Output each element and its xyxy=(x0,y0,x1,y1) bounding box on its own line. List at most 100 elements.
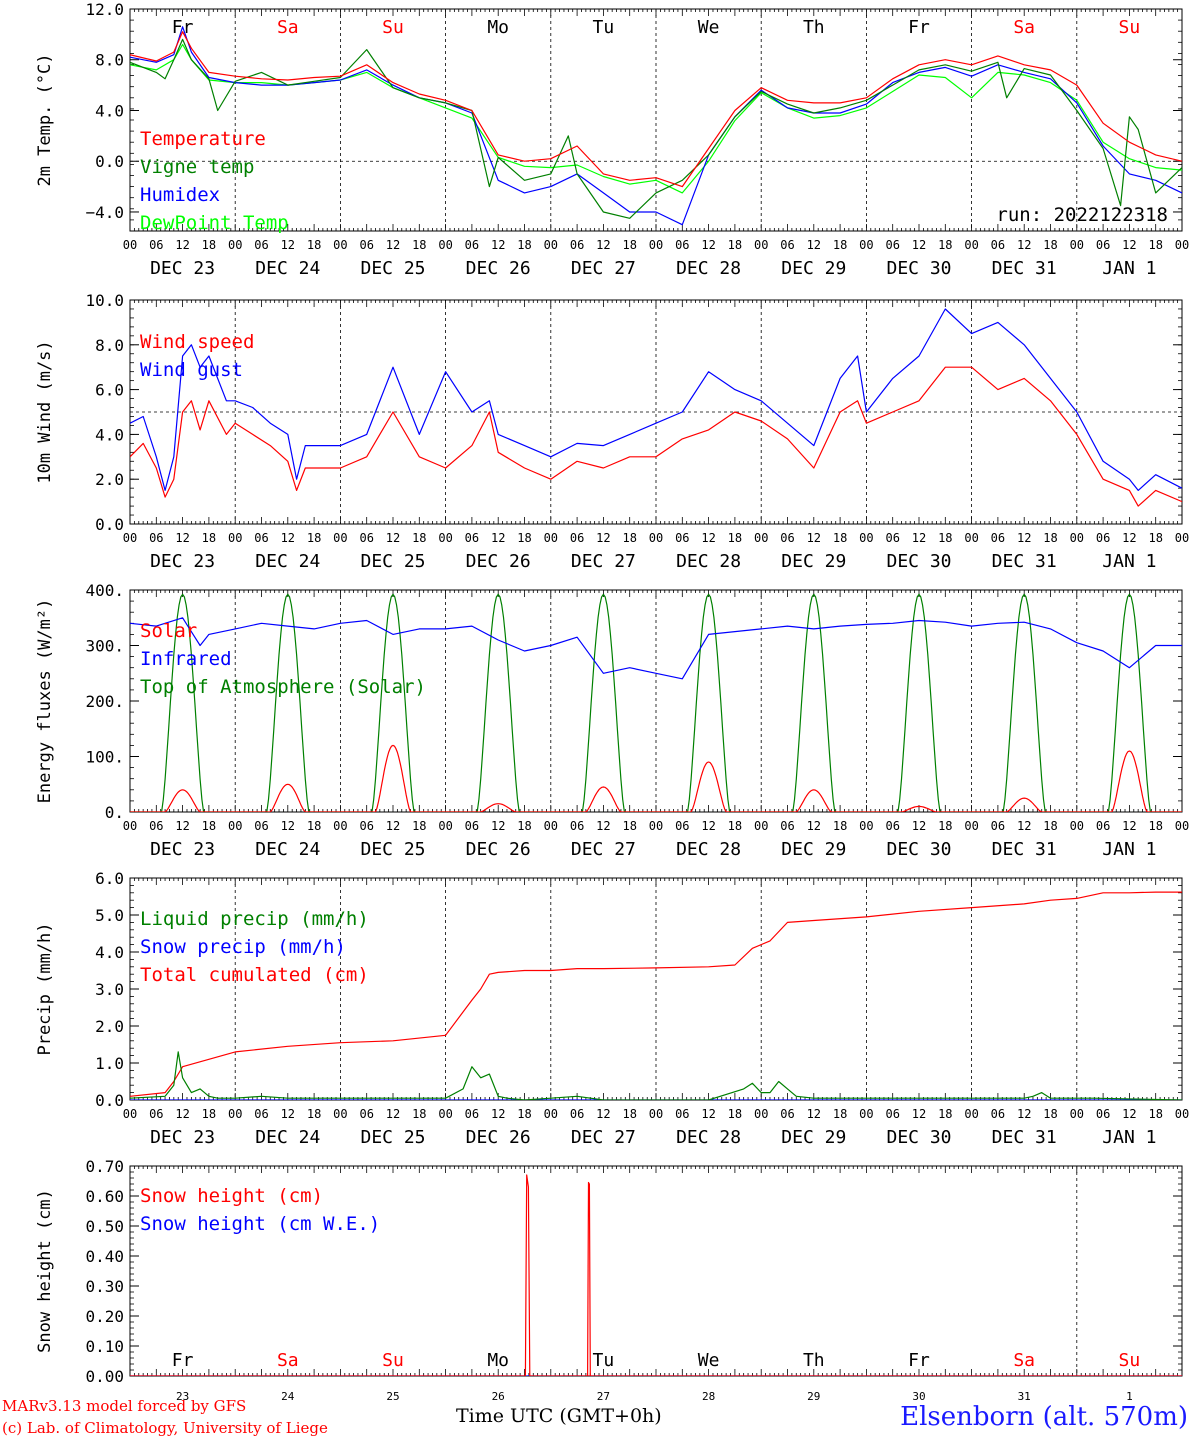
hour-tick-label: 12 xyxy=(807,531,821,545)
hour-tick-label: 18 xyxy=(938,238,952,252)
legend-entry: Snow height (cm) xyxy=(140,1185,323,1207)
hour-tick-label: 18 xyxy=(307,531,321,545)
y-tick-label: 4.0 xyxy=(95,943,124,962)
date-label: DEC 26 xyxy=(466,551,531,572)
weekday-label: Sa xyxy=(277,1350,299,1371)
hour-tick-label: 00 xyxy=(649,819,663,833)
hour-tick-label: 06 xyxy=(254,819,268,833)
hour-tick-label: 00 xyxy=(859,819,873,833)
hour-tick-label: 00 xyxy=(228,238,242,252)
hour-tick-label: 00 xyxy=(1175,819,1189,833)
hour-tick-label: 00 xyxy=(544,1107,558,1121)
hour-tick-label: 06 xyxy=(1096,531,1110,545)
hour-tick-label: 00 xyxy=(964,1107,978,1121)
panel-wind: 0.0 2.0 4.0 6.0 8.0 10.0 10m Wind (m/s) 00 06 12 1… xyxy=(35,291,1189,572)
hour-tick-label: 12 xyxy=(807,819,821,833)
hour-tick-label: 06 xyxy=(991,1107,1005,1121)
hour-tick-label: 18 xyxy=(833,531,847,545)
weekday-label: Fr xyxy=(908,1350,930,1371)
hour-tick-label: 12 xyxy=(1122,1107,1136,1121)
hour-tick-label: 06 xyxy=(570,1107,584,1121)
hour-tick-label: 12 xyxy=(491,819,505,833)
hour-tick-label: 06 xyxy=(780,819,794,833)
y-tick-label: 0.70 xyxy=(85,1157,124,1176)
hour-tick-label: 00 xyxy=(649,238,663,252)
date-label: DEC 23 xyxy=(150,551,215,572)
y-tick-label: 0.0 xyxy=(95,152,124,171)
panel-precip: 0.0 1.0 2.0 3.0 4.0 5.0 6.0 Precip (mm/h) 00 06 12… xyxy=(35,869,1189,1148)
y-axis-title: Energy fluxes (W/m²) xyxy=(35,599,55,804)
date-label: DEC 27 xyxy=(571,258,636,279)
series-solar xyxy=(656,761,762,812)
y-tick-label: 8.0 xyxy=(95,51,124,70)
hour-tick-label: 06 xyxy=(991,531,1005,545)
hour-tick-label: 06 xyxy=(570,531,584,545)
y-tick-label: 0.20 xyxy=(85,1307,124,1326)
hour-tick-label: 12 xyxy=(281,531,295,545)
hour-tick-label: 00 xyxy=(544,238,558,252)
hour-tick-label: 18 xyxy=(412,238,426,252)
series-solar xyxy=(340,744,446,812)
legend-entry: DewPoint Temp xyxy=(140,212,289,234)
hour-tick-label: 12 xyxy=(281,238,295,252)
y-tick-label: 300. xyxy=(85,637,124,656)
y-tick-label: 2.0 xyxy=(95,470,124,489)
hour-tick-label: 06 xyxy=(780,531,794,545)
hour-tick-label: 06 xyxy=(991,819,1005,833)
series-top-of-atmosphere-solar xyxy=(656,593,762,812)
hour-tick-label: 06 xyxy=(149,1107,163,1121)
hour-tick-label: 18 xyxy=(1148,238,1162,252)
hour-tick-label: 06 xyxy=(149,531,163,545)
hour-tick-label: 18 xyxy=(622,238,636,252)
date-label: DEC 24 xyxy=(255,551,320,572)
date-label: DEC 29 xyxy=(781,258,846,279)
legend-entry: Total cumulated (cm) xyxy=(140,964,369,986)
hour-tick-label: 12 xyxy=(912,819,926,833)
weekday-label: Su xyxy=(382,1350,404,1371)
series-top-of-atmosphere-solar xyxy=(550,593,656,812)
weekday-label: Su xyxy=(1119,1350,1141,1371)
date-label: DEC 27 xyxy=(571,1127,636,1148)
hour-tick-label: 18 xyxy=(517,531,531,545)
legend-entry: Vigne temp xyxy=(140,156,254,178)
y-tick-label: 10.0 xyxy=(85,291,124,310)
hour-tick-label: 06 xyxy=(465,238,479,252)
panel-snow: 0.00 0.10 0.20 0.30 0.40 0.50 0.60 0.70 Snow hei… xyxy=(35,1157,1183,1403)
date-label: DEC 24 xyxy=(255,839,320,860)
day-number-label: 30 xyxy=(912,1390,925,1403)
hour-tick-label: 06 xyxy=(780,1107,794,1121)
series-top-of-atmosphere-solar xyxy=(340,593,446,812)
hour-tick-label: 06 xyxy=(359,819,373,833)
date-label: JAN 1 xyxy=(1102,839,1156,860)
hour-tick-label: 18 xyxy=(202,1107,216,1121)
legend-entry: Wind gust xyxy=(140,359,243,381)
hour-tick-label: 12 xyxy=(175,238,189,252)
hour-tick-label: 18 xyxy=(622,531,636,545)
legend-entry: Liquid precip (mm/h) xyxy=(140,908,369,930)
hour-tick-label: 06 xyxy=(675,531,689,545)
day-number-label: 28 xyxy=(702,1390,715,1403)
hour-tick-label: 00 xyxy=(754,531,768,545)
hour-tick-label: 06 xyxy=(149,819,163,833)
series-dewpoint-temp xyxy=(130,43,1182,194)
weekday-label: Mo xyxy=(487,17,509,38)
hour-tick-label: 00 xyxy=(438,531,452,545)
date-label: DEC 28 xyxy=(676,1127,741,1148)
hour-tick-label: 12 xyxy=(1017,1107,1031,1121)
hour-tick-label: 00 xyxy=(438,238,452,252)
y-tick-label: 0.10 xyxy=(85,1337,124,1356)
hour-tick-label: 18 xyxy=(412,1107,426,1121)
day-number-label: 29 xyxy=(807,1390,820,1403)
hour-tick-label: 12 xyxy=(701,531,715,545)
y-tick-label: 0.50 xyxy=(85,1217,124,1236)
y-tick-label: 8.0 xyxy=(95,336,124,355)
hour-tick-label: 00 xyxy=(1070,819,1084,833)
model-credit: MARv3.13 model forced by GFS xyxy=(2,1397,247,1415)
day-number-label: 31 xyxy=(1018,1390,1031,1403)
hour-tick-label: 12 xyxy=(596,531,610,545)
hour-tick-label: 00 xyxy=(649,1107,663,1121)
hour-tick-label: 12 xyxy=(701,819,715,833)
weekday-label: Sa xyxy=(1013,17,1035,38)
date-label: JAN 1 xyxy=(1102,258,1156,279)
date-label: DEC 28 xyxy=(676,551,741,572)
